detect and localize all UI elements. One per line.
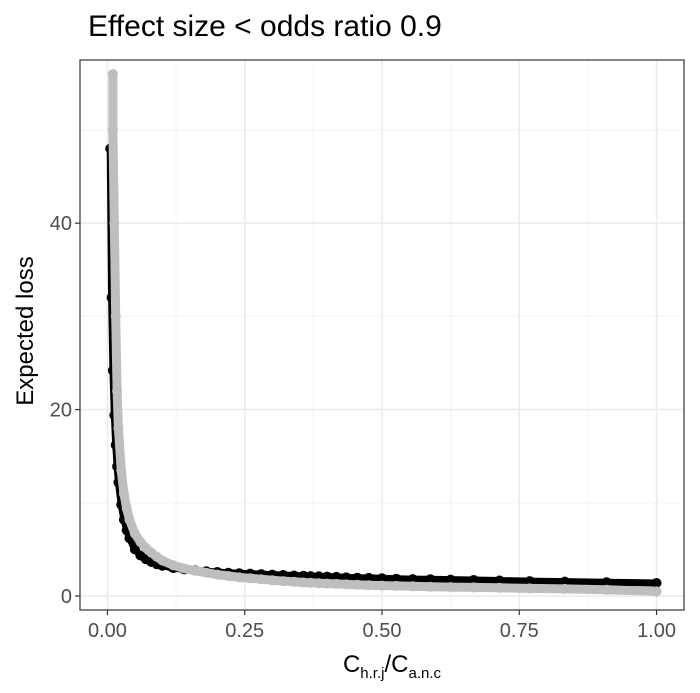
x-axis-title-slash: / xyxy=(384,651,391,678)
x-axis-title: Ch.r.j/Ca.n.c xyxy=(343,651,442,682)
series-2-point xyxy=(234,572,245,583)
chart-title: Effect size < odds ratio 0.9 xyxy=(88,10,442,43)
x-axis-title-c1: C xyxy=(343,651,360,678)
series-2-point xyxy=(109,218,120,229)
series-2-point xyxy=(121,503,132,514)
x-tick-label: 0.00 xyxy=(88,620,127,642)
series-2-point xyxy=(107,124,118,135)
series-1-curve xyxy=(106,145,660,587)
series-2-point xyxy=(129,528,140,539)
series-2-point xyxy=(118,488,129,499)
series-2-point xyxy=(168,560,179,571)
series-1-point xyxy=(468,575,479,585)
series-2-point xyxy=(179,563,190,574)
series-1-point xyxy=(363,572,374,583)
x-axis-title-c2: C xyxy=(391,651,408,678)
x-tick-label: 1.00 xyxy=(637,620,676,642)
y-axis-title: Expected loss xyxy=(12,256,39,405)
series-1-point xyxy=(391,573,402,584)
series-1-point xyxy=(559,576,570,587)
series-2-point xyxy=(113,423,124,434)
y-tick-label: 40 xyxy=(50,213,72,235)
series-2-point xyxy=(468,582,479,593)
series-1-point xyxy=(494,575,505,586)
series-2-point xyxy=(559,583,570,594)
series-2-point xyxy=(223,571,234,581)
y-tick-label: 0 xyxy=(61,586,72,608)
series-2-point xyxy=(110,311,121,322)
series-2-point xyxy=(298,577,309,588)
series-1-point xyxy=(352,572,363,583)
series-2-point xyxy=(124,514,135,525)
series-2-point xyxy=(305,577,316,588)
series-2-point xyxy=(256,574,267,585)
y-tick-label: 20 xyxy=(50,400,72,422)
series-1-point xyxy=(425,574,436,585)
series-2-point xyxy=(116,465,127,476)
series-2-curve xyxy=(108,69,661,596)
series-2-point xyxy=(278,576,289,587)
x-axis-title-c2-subscript: a.n.c xyxy=(409,665,442,682)
series-2-point xyxy=(331,578,342,589)
series-2-point xyxy=(425,581,436,592)
series-2-point xyxy=(391,580,402,591)
series-2-point xyxy=(445,582,456,593)
series-2-point xyxy=(322,578,333,589)
series-1-point xyxy=(377,573,387,584)
series-2-point xyxy=(289,576,300,587)
series-1-point xyxy=(407,574,418,585)
series-2-point xyxy=(601,584,612,595)
grid xyxy=(80,60,684,610)
series-1-point xyxy=(651,578,662,588)
x-tick-label: 0.50 xyxy=(363,620,402,642)
x-tick-label: 0.25 xyxy=(225,620,264,642)
x-axis-title-c1-subscript: h.r.j xyxy=(360,665,384,682)
data-points xyxy=(105,69,662,597)
series-2-point xyxy=(363,580,374,591)
series-1-point xyxy=(524,576,535,587)
series-2-point xyxy=(494,582,505,593)
series-2-point xyxy=(341,579,352,590)
series-2-point xyxy=(651,586,662,597)
series-2-point xyxy=(524,583,535,594)
series-2-point xyxy=(212,569,223,580)
series-2-point xyxy=(245,573,256,584)
series-2-point xyxy=(313,578,324,589)
series-1-point xyxy=(601,577,612,588)
series-2-point xyxy=(352,579,363,590)
series-2-point xyxy=(107,69,118,79)
series-2-point xyxy=(190,565,201,576)
series-2-point xyxy=(157,555,168,566)
series-2-point xyxy=(267,575,278,586)
series-1-point xyxy=(445,574,456,585)
axis-ticks: 0.00 0.25 0.50 0.75 1.00 0 20 40 xyxy=(50,213,676,642)
x-tick-label: 0.75 xyxy=(500,620,539,642)
series-2-point xyxy=(407,581,418,592)
series-2-point xyxy=(201,567,212,578)
series-2-point xyxy=(112,385,123,396)
series-2-point xyxy=(377,580,387,591)
